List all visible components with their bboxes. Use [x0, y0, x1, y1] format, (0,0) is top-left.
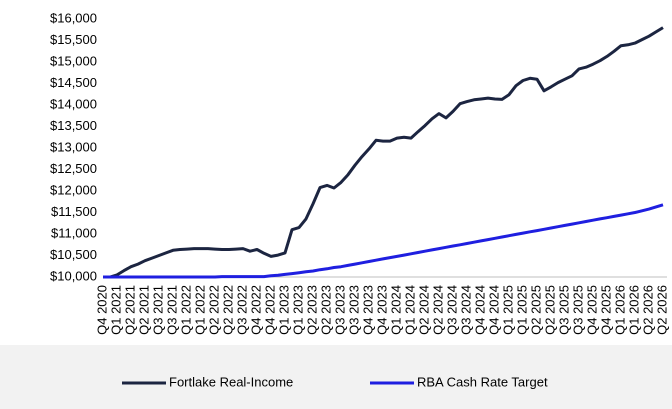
x-tick-label: Q2 2026 — [640, 285, 655, 335]
x-tick-label: Q2 2021 — [122, 285, 137, 335]
x-tick-label: Q1 2026 — [612, 285, 627, 335]
x-tick-label: Q3 2025 — [570, 285, 585, 335]
x-tick-label: Q4 2025 — [598, 285, 613, 335]
legend-label: Fortlake Real-Income — [169, 374, 293, 389]
x-tick-label: Q2 2024 — [416, 285, 431, 335]
y-tick-label: $12,000 — [50, 182, 97, 197]
y-tick-label: $14,500 — [50, 75, 97, 90]
x-tick-label: Q1 2025 — [514, 285, 529, 335]
x-tick-label: Q1 2021 — [108, 285, 123, 335]
x-tick-label: Q4 2024 — [472, 285, 487, 335]
y-tick-label: $13,000 — [50, 139, 97, 154]
x-tick-label: Q3 2024 — [458, 285, 473, 335]
y-tick-label: $10,000 — [50, 268, 97, 283]
x-tick-label: Q3 2025 — [556, 285, 571, 335]
x-tick-label: Q2 2021 — [136, 285, 151, 335]
x-tick-label: Q4 2022 — [262, 285, 277, 335]
x-tick-label: Q1 2022 — [192, 285, 207, 335]
x-tick-label: Q1 2024 — [402, 285, 417, 335]
x-tick-label: Q2 2022 — [206, 285, 221, 335]
x-tick-label: Q4 2023 — [360, 285, 375, 335]
y-tick-label: $11,000 — [51, 225, 97, 240]
y-tick-label: $13,500 — [50, 118, 97, 133]
y-tick-label: $10,500 — [50, 247, 97, 262]
x-tick-label: Q3 2023 — [346, 285, 361, 335]
x-tick-label: Q3 2023 — [332, 285, 347, 335]
x-tick-label: Q2 2025 — [542, 285, 557, 335]
y-tick-label: $14,000 — [50, 96, 97, 111]
y-tick-label: $15,500 — [50, 32, 97, 47]
x-tick-label: Q3 2021 — [164, 285, 179, 335]
x-tick-label: Q1 2025 — [500, 285, 515, 335]
x-tick-label: Q2 2023 — [304, 285, 319, 335]
y-tick-label: $11,500 — [51, 204, 97, 219]
x-tick-label: Q2 2025 — [528, 285, 543, 335]
x-tick-label: Q2 2026 — [654, 285, 669, 335]
x-tick-label: Q2 2022 — [220, 285, 235, 335]
y-tick-label: $16,000 — [50, 10, 97, 25]
x-tick-label: Q1 2024 — [388, 285, 403, 335]
line — [103, 26, 664, 279]
x-tick-label: Q2 2024 — [430, 285, 445, 335]
x-tick-label: Q1 2023 — [290, 285, 305, 335]
legend-panel — [0, 345, 672, 409]
x-tick-label: Q4 2020 — [94, 285, 109, 335]
x-tick-label: Q3 2022 — [234, 285, 249, 335]
x-tick-label: Q1 2026 — [626, 285, 641, 335]
line — [103, 203, 664, 279]
x-tick-label: Q4 2024 — [486, 285, 501, 335]
x-tick-label: Q3 2024 — [444, 285, 459, 335]
legend-label: RBA Cash Rate Target — [417, 374, 548, 389]
x-tick-label: Q1 2023 — [276, 285, 291, 335]
x-tick-label: Q4 2025 — [584, 285, 599, 335]
x-tick-label: Q3 2021 — [150, 285, 165, 335]
x-tick-label: Q4 2022 — [248, 285, 263, 335]
x-tick-label: Q2 2023 — [318, 285, 333, 335]
y-tick-label: $12,500 — [50, 161, 97, 176]
x-tick-label: Q4 2023 — [374, 285, 389, 335]
x-tick-label: Q1 2022 — [178, 285, 193, 335]
y-tick-label: $15,000 — [50, 53, 97, 68]
